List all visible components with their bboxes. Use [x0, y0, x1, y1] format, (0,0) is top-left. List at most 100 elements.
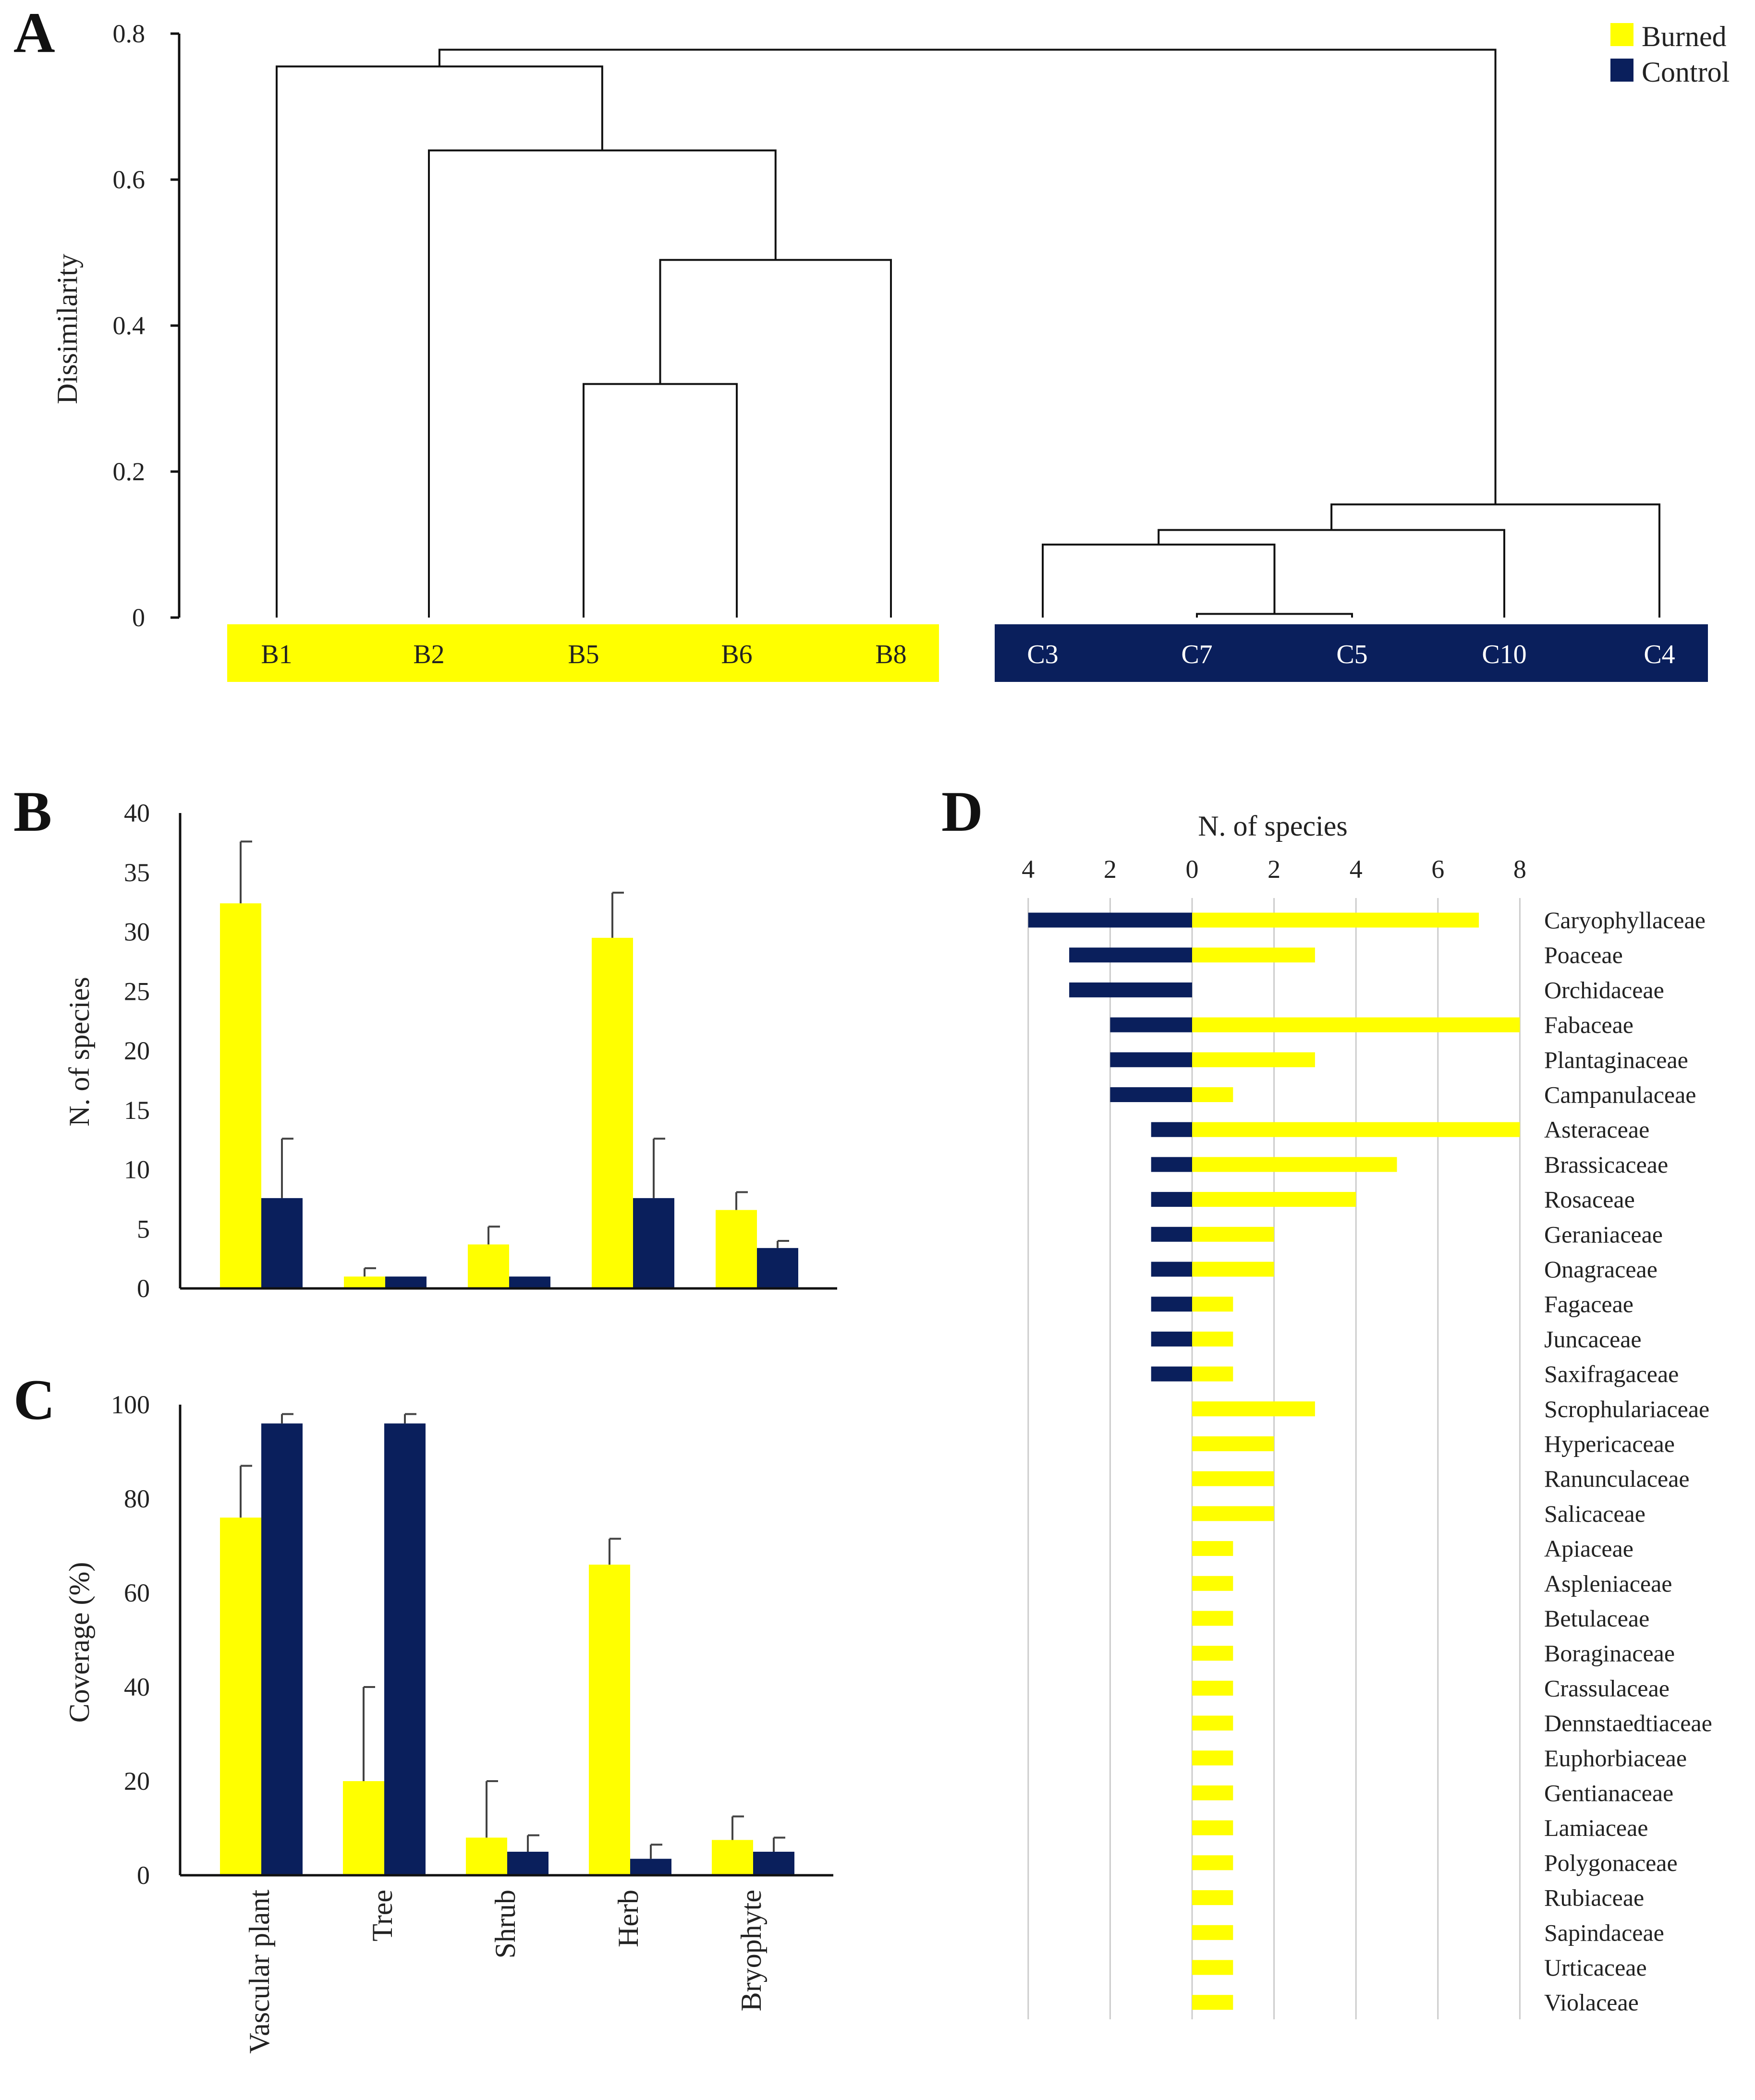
- panel-d-tick-label: 2: [1104, 855, 1117, 884]
- panel-b-bar-control: [385, 1276, 427, 1288]
- panel-d-bar-burned: [1192, 1052, 1315, 1068]
- category-label: Shrub: [489, 1890, 521, 1958]
- panel-b-error-bar: [488, 1226, 500, 1245]
- panel-d-bar-burned: [1192, 1960, 1233, 1975]
- family-label: Dennstaedtiaceae: [1544, 1710, 1712, 1736]
- family-label: Betulaceae: [1544, 1605, 1649, 1632]
- family-label: Crassulaceae: [1544, 1675, 1670, 1701]
- panel-d-bar-burned: [1192, 1297, 1233, 1312]
- panel-d-tick-label: 2: [1268, 855, 1280, 884]
- leaf-label: B1: [261, 640, 292, 669]
- panel-c-tick-label: 60: [124, 1578, 150, 1607]
- panel-c-bar-burned: [466, 1837, 507, 1875]
- family-label: Fagaceae: [1544, 1291, 1633, 1318]
- panel-d-bar-control: [1151, 1192, 1192, 1207]
- panel-d-bar-burned: [1192, 1226, 1274, 1242]
- panel-b-tick-label: 35: [124, 858, 150, 887]
- panel-c-category-labels: Vascular plant Tree Shrub Herb Bryophyte: [244, 1890, 767, 2054]
- dendrogram-link: [659, 259, 892, 618]
- panel-d-bar-burned: [1192, 1611, 1233, 1626]
- panel-d-bar-burned: [1192, 1785, 1233, 1800]
- panel-b-tick-label: 40: [124, 799, 150, 827]
- panel-a: A 0 0.2 0.4 0.6 0.8 Dissimilarity B1 B2 B5 B6 B8…: [13, 0, 1708, 682]
- panel-d-bar-control: [1110, 1017, 1192, 1032]
- panel-a-tick-label: 0.8: [113, 19, 146, 48]
- panel-c-error-bar: [240, 1465, 252, 1518]
- family-label: Plantaginaceae: [1544, 1046, 1688, 1073]
- family-label: Rubiaceae: [1544, 1884, 1644, 1911]
- dendrogram-link: [583, 383, 738, 618]
- panel-c-y-ticks: 0 20 40 60 80 100: [111, 1390, 150, 1890]
- panel-b-y-ticks: 0 5 10 15 20 25 30 35 40: [124, 799, 150, 1303]
- panel-b: B 0 5 10 15 20 25 30 35 40 N. of species: [13, 779, 837, 1303]
- panel-c-tick-label: 0: [137, 1861, 150, 1890]
- panel-d-bar-burned: [1192, 912, 1479, 928]
- dendrogram-link: [1330, 503, 1660, 618]
- panel-c-bar-burned: [343, 1781, 384, 1875]
- panel-b-letter: B: [13, 779, 52, 843]
- panel-d-gridlines: [1027, 898, 1521, 2019]
- panel-b-bar-burned: [220, 903, 261, 1288]
- family-label: Aspleniaceae: [1544, 1570, 1672, 1597]
- panel-c-bar-burned: [220, 1517, 261, 1875]
- panel-b-tick-label: 30: [124, 918, 150, 947]
- panel-d-bar-control: [1151, 1226, 1192, 1242]
- family-label: Juncaceae: [1544, 1325, 1642, 1352]
- family-label: Poaceae: [1544, 942, 1623, 969]
- panel-d-bar-burned: [1192, 1925, 1233, 1940]
- panel-b-tick-label: 25: [124, 977, 150, 1006]
- panel-c-error-bar: [650, 1844, 662, 1859]
- family-label: Onagraceae: [1544, 1256, 1658, 1283]
- panel-d-x-ticks: 4 2 0 2 4 6 8: [1022, 855, 1526, 884]
- panel-c-bars: [220, 1413, 794, 1875]
- family-label: Fabaceae: [1544, 1011, 1633, 1038]
- panel-c-tick-label: 40: [124, 1673, 150, 1701]
- panel-d-family-labels: Caryophyllaceae Poaceae Orchidaceae Fabacea…: [1544, 907, 1712, 2016]
- panel-b-error-bar: [653, 1138, 665, 1198]
- panel-b-bar-control: [757, 1248, 798, 1288]
- panel-c-error-bar: [486, 1780, 498, 1838]
- panel-d-bar-burned: [1192, 1541, 1233, 1556]
- panel-d-bar-burned: [1192, 947, 1315, 963]
- panel-d-bars: [1028, 912, 1520, 2010]
- family-label: Rosaceae: [1544, 1186, 1635, 1213]
- panel-c-bar-control: [507, 1852, 548, 1875]
- panel-c-error-bar: [404, 1413, 416, 1424]
- panel-d-bar-burned: [1192, 1855, 1233, 1870]
- family-label: Campanulaceae: [1544, 1081, 1696, 1108]
- panel-b-bar-control: [633, 1198, 674, 1288]
- panel-d-bar-control: [1069, 982, 1192, 997]
- panel-d-bar-burned: [1192, 1646, 1233, 1661]
- panel-c-tick-label: 20: [124, 1767, 150, 1796]
- family-label: Sapindaceae: [1544, 1919, 1664, 1946]
- leaf-label: C10: [1482, 640, 1526, 669]
- leaf-label: B8: [875, 640, 906, 669]
- leaf-label: B6: [721, 640, 752, 669]
- family-label: Saxifragaceae: [1544, 1360, 1679, 1387]
- panel-b-error-bar: [735, 1191, 748, 1210]
- panel-b-bar-control: [509, 1276, 550, 1288]
- panel-d-bar-control: [1028, 912, 1192, 928]
- family-label: Scrophulariaceae: [1544, 1396, 1709, 1422]
- family-label: Asteraceae: [1544, 1116, 1649, 1143]
- panel-d-bar-burned: [1192, 1576, 1233, 1591]
- panel-d-bar-burned: [1192, 1471, 1274, 1486]
- family-label: Boraginaceae: [1544, 1640, 1675, 1667]
- panel-c-error-bar: [363, 1686, 375, 1781]
- leaf-label: C3: [1027, 640, 1058, 669]
- family-label: Ranunculaceae: [1544, 1465, 1690, 1492]
- category-label: Vascular plant: [244, 1890, 275, 2054]
- panel-b-tick-label: 15: [124, 1096, 150, 1125]
- panel-d-bar-burned: [1192, 1820, 1233, 1835]
- panel-d-bar-burned: [1192, 1995, 1233, 2010]
- panel-d-bar-control: [1069, 947, 1192, 963]
- panel-c-letter: C: [13, 1368, 55, 1432]
- dendrogram-link: [1042, 544, 1276, 618]
- legend-control-label: Control: [1642, 56, 1730, 88]
- panel-c-bar-control: [753, 1852, 794, 1875]
- panel-d-tick-label: 0: [1186, 855, 1199, 884]
- panel-d-bar-burned: [1192, 1890, 1233, 1906]
- panel-b-bar-burned: [344, 1276, 385, 1288]
- panel-b-error-bar: [777, 1240, 789, 1248]
- panel-d-bar-burned: [1192, 1366, 1233, 1382]
